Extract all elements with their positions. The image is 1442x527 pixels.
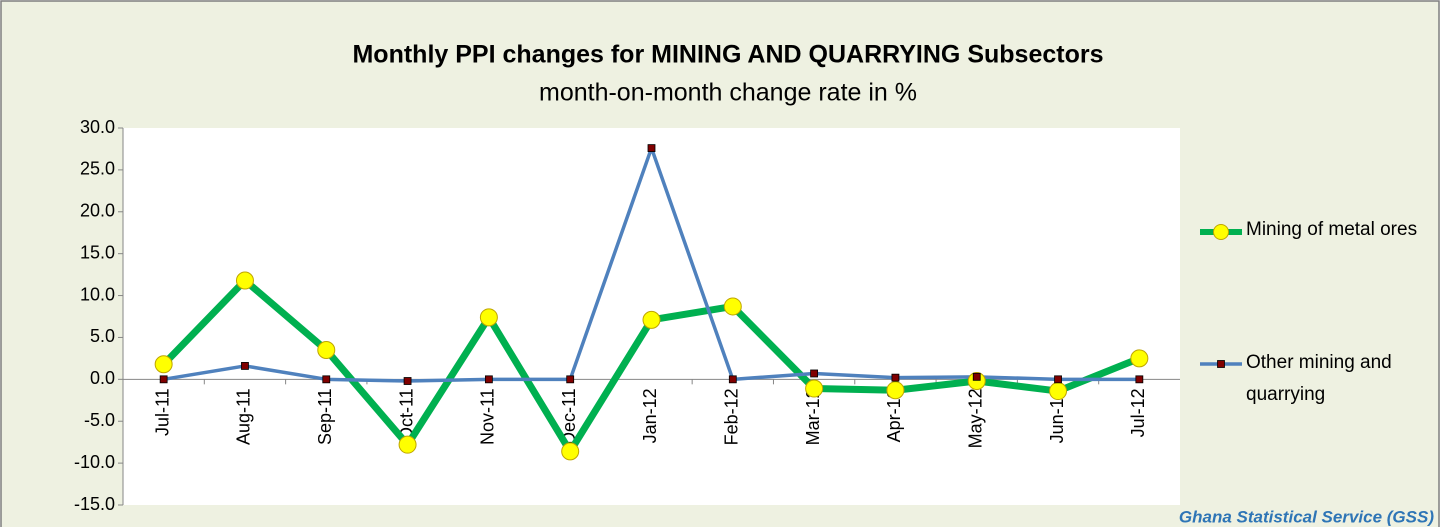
chart-subtitle: month-on-month change rate in %: [539, 79, 917, 107]
y-tick-label: -10.0: [74, 452, 115, 472]
point: [561, 442, 580, 461]
point: [805, 379, 824, 398]
point: [566, 375, 575, 384]
x-tick-label: Sep-11: [315, 388, 335, 445]
legend-label: Mining of metal ores: [1246, 219, 1418, 240]
x-tick-label: May-12: [965, 388, 985, 448]
x-tick-label: Feb-12: [722, 388, 742, 445]
point: [723, 297, 742, 316]
x-tick-label: Apr-12: [884, 388, 904, 442]
x-tick-label: Mar-12: [803, 388, 823, 445]
point: [891, 373, 900, 382]
point: [647, 144, 656, 153]
legend-marker: [1217, 360, 1225, 368]
point: [322, 375, 331, 384]
point: [1054, 375, 1062, 384]
y-tick-label: 15.0: [80, 242, 115, 262]
point: [403, 377, 412, 385]
y-tick-label: 0.0: [90, 368, 115, 388]
x-tick-label: Jul-12: [1128, 388, 1148, 437]
x-tick-label: Nov-11: [478, 388, 498, 445]
chart-title: Monthly PPI changes for MINING AND QUARR…: [352, 41, 1103, 69]
point: [154, 355, 173, 374]
x-tick-label: Jul-11: [152, 388, 172, 436]
y-tick-label: 5.0: [90, 326, 115, 346]
x-tick-label: Aug-11: [234, 388, 254, 445]
x-tick-label: Dec-11: [559, 388, 579, 445]
y-tick-label: 25.0: [80, 159, 115, 179]
point: [967, 372, 986, 391]
point: [235, 271, 254, 290]
point: [972, 372, 981, 381]
source-note: Ghana Statistical Service (GSS): [1179, 507, 1434, 526]
y-tick-label: -15.0: [74, 494, 115, 514]
y-tick-label: 10.0: [80, 284, 115, 304]
point: [886, 381, 905, 400]
point: [398, 435, 417, 454]
legend-label: Other mining and quarrying: [1246, 352, 1392, 405]
point: [484, 375, 493, 384]
point: [1130, 349, 1149, 368]
point: [159, 375, 168, 384]
x-tick-label: Jan-12: [640, 388, 660, 443]
legend-marker: [1213, 224, 1229, 240]
point: [1049, 382, 1068, 401]
y-tick-label: 20.0: [80, 201, 115, 221]
point: [317, 341, 336, 360]
x-tick-label: Jun-12: [1047, 388, 1067, 443]
point: [1135, 375, 1144, 384]
y-tick-label: -5.0: [84, 410, 115, 430]
point: [241, 362, 249, 370]
x-tick-label: Oct-11: [396, 388, 416, 441]
y-tick-label: 30.0: [80, 117, 115, 137]
point: [728, 375, 737, 384]
point: [642, 310, 661, 329]
point: [810, 369, 819, 378]
point: [479, 308, 498, 327]
